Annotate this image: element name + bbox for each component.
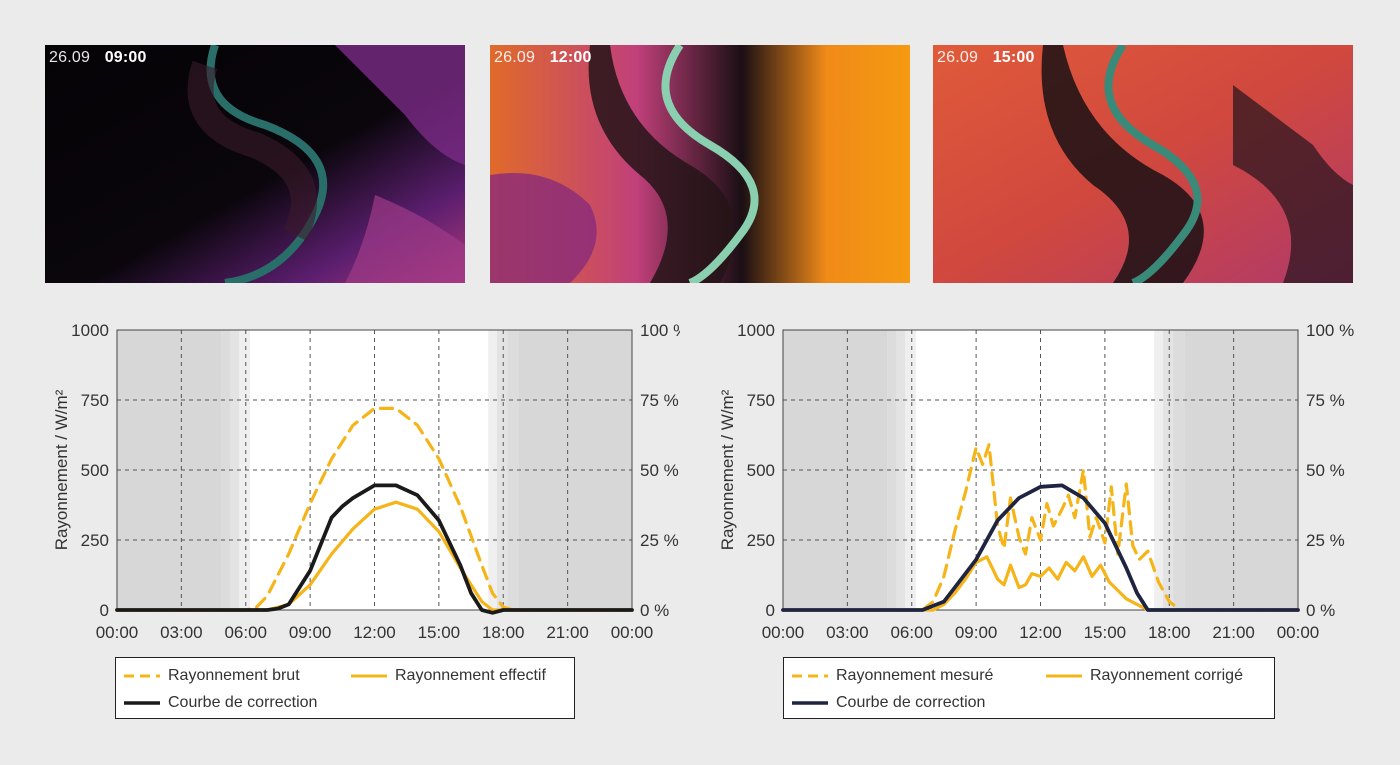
legend-item: Rayonnement mesuré (792, 667, 993, 685)
y2-tick-label: 0 % (1306, 601, 1335, 620)
radiation-chart-measured: 0 250 500 750 1000 0 % 25 % 50 % 75 % 100 % 00:00 0… (705, 300, 1365, 650)
irradiance-map-1500 (933, 45, 1353, 283)
timestamp-time: 09:00 (104, 49, 147, 66)
x-tick-label: 21:00 (546, 623, 589, 642)
x-tick-label: 06:00 (224, 623, 267, 642)
x-tick-label: 00:00 (96, 623, 139, 642)
y-axis-label: Rayonnement / W/m² (52, 389, 71, 550)
x-tick-label: 09:00 (955, 623, 998, 642)
timestamp-date: 26.09 (494, 49, 536, 66)
timestamp: 26.09 15:00 (937, 49, 1035, 67)
map-panel-1500: 26.09 15:00 (933, 45, 1353, 283)
night-shading (230, 330, 240, 610)
x-tick-label: 15:00 (1084, 623, 1127, 642)
y-tick-label: 0 (766, 601, 775, 620)
timestamp-date: 26.09 (49, 49, 91, 66)
night-shading (488, 330, 497, 610)
x-tick-label: 18:00 (482, 623, 525, 642)
series-line (781, 483, 1300, 612)
x-tick-label: 03:00 (826, 623, 869, 642)
legend-item: Rayonnement corrigé (1046, 667, 1243, 685)
y2-tick-label: 0 % (640, 601, 669, 620)
y-axis-label: Rayonnement / W/m² (718, 389, 737, 550)
legend-label: Rayonnement mesuré (836, 667, 994, 684)
legend-label: Rayonnement effectif (395, 667, 546, 684)
y2-tick-label: 75 % (640, 391, 679, 410)
legend-label: Courbe de correction (168, 694, 318, 711)
chart-svg: 0 250 500 750 1000 0 % 25 % 50 % 75 % 100 % 00:00 0… (718, 321, 1354, 642)
x-tick-label: 09:00 (289, 623, 332, 642)
y2-tick-label: 25 % (640, 531, 679, 550)
plot-frame (782, 329, 1299, 611)
series-line (115, 483, 634, 615)
legend-label: Rayonnement corrigé (1090, 667, 1243, 684)
map-panel-1200: 26.09 12:00 (490, 45, 910, 283)
x-tick-label: 12:00 (1019, 623, 1062, 642)
y-tick-label: 750 (747, 391, 775, 410)
y-tick-label: 250 (81, 531, 109, 550)
y-tick-label: 500 (81, 461, 109, 480)
timestamp-time: 15:00 (992, 49, 1035, 66)
timestamp-date: 26.09 (937, 49, 979, 66)
irradiance-map-1200 (490, 45, 910, 283)
timestamp: 26.09 12:00 (494, 49, 592, 67)
legend-item: Rayonnement brut (124, 667, 300, 685)
series-line (781, 555, 1300, 612)
legend-label: Rayonnement brut (168, 667, 300, 684)
x-tick-label: 15:00 (418, 623, 461, 642)
series-line (115, 406, 634, 612)
map-panel-0900: 26.09 09:00 (45, 45, 465, 283)
y-tick-label: 500 (747, 461, 775, 480)
irradiance-map-0900 (45, 45, 465, 283)
night-shading (905, 330, 917, 610)
chart-svg: 0 250 500 750 1000 0 % 25 % 50 % 75 % 100 % 00:00 0… (52, 321, 688, 642)
x-tick-label: 03:00 (160, 623, 203, 642)
y-tick-label: 750 (81, 391, 109, 410)
night-shading (1154, 330, 1163, 610)
y-tick-label: 250 (747, 531, 775, 550)
chart-legend-measured: Rayonnement mesuré Rayonnement corrigé C… (783, 657, 1275, 719)
timestamp: 26.09 09:00 (49, 49, 147, 67)
y-tick-label: 0 (100, 601, 109, 620)
night-shading (887, 330, 897, 610)
legend-item: Courbe de correction (792, 694, 985, 712)
radiation-chart-raw: 0 250 500 750 1000 0 % 25 % 50 % 75 % 100 % 00:00 0… (40, 300, 688, 650)
y2-tick-label: 100 % (640, 321, 680, 340)
y2-tick-label: 75 % (1306, 391, 1345, 410)
night-shading (896, 330, 906, 610)
legend-label: Courbe de correction (836, 694, 986, 711)
chart-legend-raw: Rayonnement brut Rayonnement effectif Co… (115, 657, 575, 719)
series-line (781, 443, 1300, 612)
timestamp-time: 12:00 (549, 49, 592, 66)
y2-tick-label: 50 % (640, 461, 679, 480)
y-tick-label: 1000 (737, 321, 775, 340)
x-tick-label: 00:00 (762, 623, 805, 642)
plot-frame (116, 329, 633, 611)
x-tick-label: 00:00 (611, 623, 654, 642)
x-tick-label: 00:00 (1277, 623, 1320, 642)
legend-item: Courbe de correction (124, 694, 317, 712)
x-tick-label: 12:00 (353, 623, 396, 642)
x-tick-label: 21:00 (1212, 623, 1255, 642)
y2-tick-label: 50 % (1306, 461, 1345, 480)
y2-tick-label: 100 % (1306, 321, 1354, 340)
night-shading (221, 330, 231, 610)
x-tick-label: 18:00 (1148, 623, 1191, 642)
night-shading (239, 330, 251, 610)
legend-item: Rayonnement effectif (351, 667, 546, 685)
y2-tick-label: 25 % (1306, 531, 1345, 550)
y-tick-label: 1000 (71, 321, 109, 340)
x-tick-label: 06:00 (890, 623, 933, 642)
